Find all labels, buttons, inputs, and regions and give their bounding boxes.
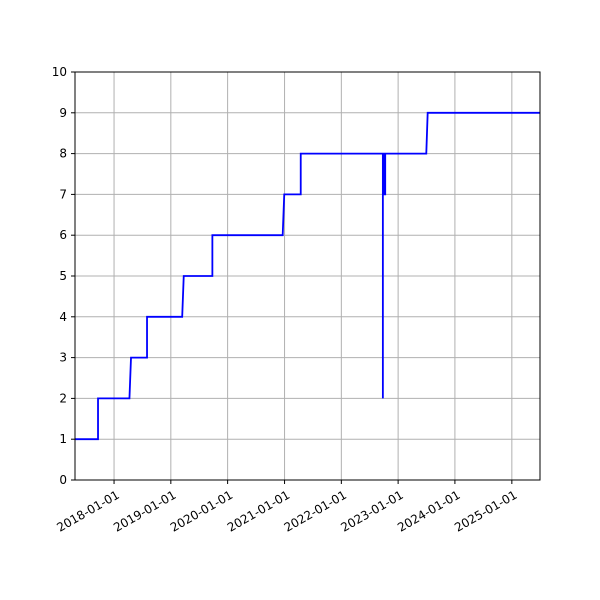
y-tick-label: 9 bbox=[59, 106, 67, 120]
y-tick-label: 7 bbox=[59, 187, 67, 201]
y-tick-label: 1 bbox=[59, 432, 67, 446]
y-tick-label: 5 bbox=[59, 269, 67, 283]
series-line bbox=[75, 111, 540, 441]
series-layer bbox=[75, 111, 540, 441]
y-tick-label: 8 bbox=[59, 147, 67, 161]
y-tick-label: 4 bbox=[59, 310, 67, 324]
y-axis: 0 1 2 3 4 5 6 7 8 9 10 bbox=[52, 65, 75, 487]
y-tick-label: 0 bbox=[59, 473, 67, 487]
y-tick-label: 3 bbox=[59, 351, 67, 365]
y-tick-label: 6 bbox=[59, 228, 67, 242]
y-tick-label: 10 bbox=[52, 65, 67, 79]
y-tick-label: 2 bbox=[59, 391, 67, 405]
